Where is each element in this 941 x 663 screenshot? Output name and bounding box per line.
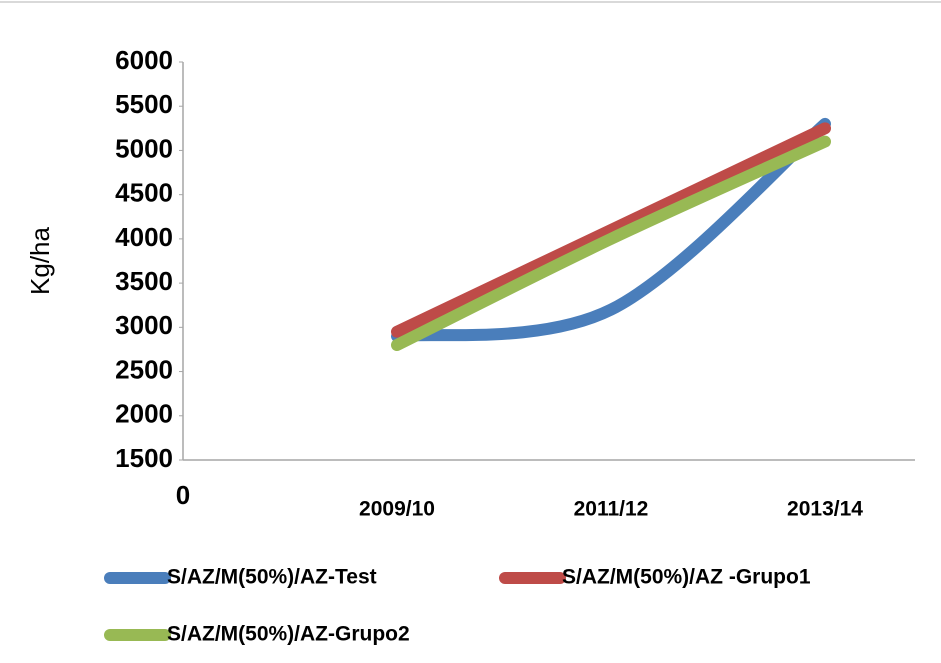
y-tick-label: 2500	[115, 354, 173, 384]
y-tick-label: 1500	[115, 443, 173, 473]
series-line	[391, 135, 831, 352]
legend-label: S/AZ/M(50%)/AZ -Grupo1	[562, 566, 811, 589]
x-tick-label: 0	[176, 480, 190, 510]
x-tick-label: 2009/10	[359, 498, 435, 521]
legend-label: S/AZ/M(50%)/AZ-Grupo2	[167, 623, 410, 646]
y-tick-label: 4000	[115, 222, 173, 252]
y-tick-label: 4500	[115, 178, 173, 208]
y-tick-label: 5000	[115, 133, 173, 163]
series-line	[391, 117, 831, 343]
legend-label: S/AZ/M(50%)/AZ-Test	[167, 566, 377, 589]
y-tick-label: 5500	[115, 89, 173, 119]
y-tick-label: 2000	[115, 399, 173, 429]
y-tick-label: 6000	[115, 45, 173, 75]
x-tick-label: 2011/12	[574, 498, 649, 521]
x-tick-label: 2013/14	[787, 498, 863, 521]
series-line	[391, 122, 831, 338]
y-tick-label: 3500	[115, 266, 173, 296]
y-tick-label: 3000	[115, 310, 173, 340]
y-axis-label: Kg/ha	[25, 226, 55, 294]
